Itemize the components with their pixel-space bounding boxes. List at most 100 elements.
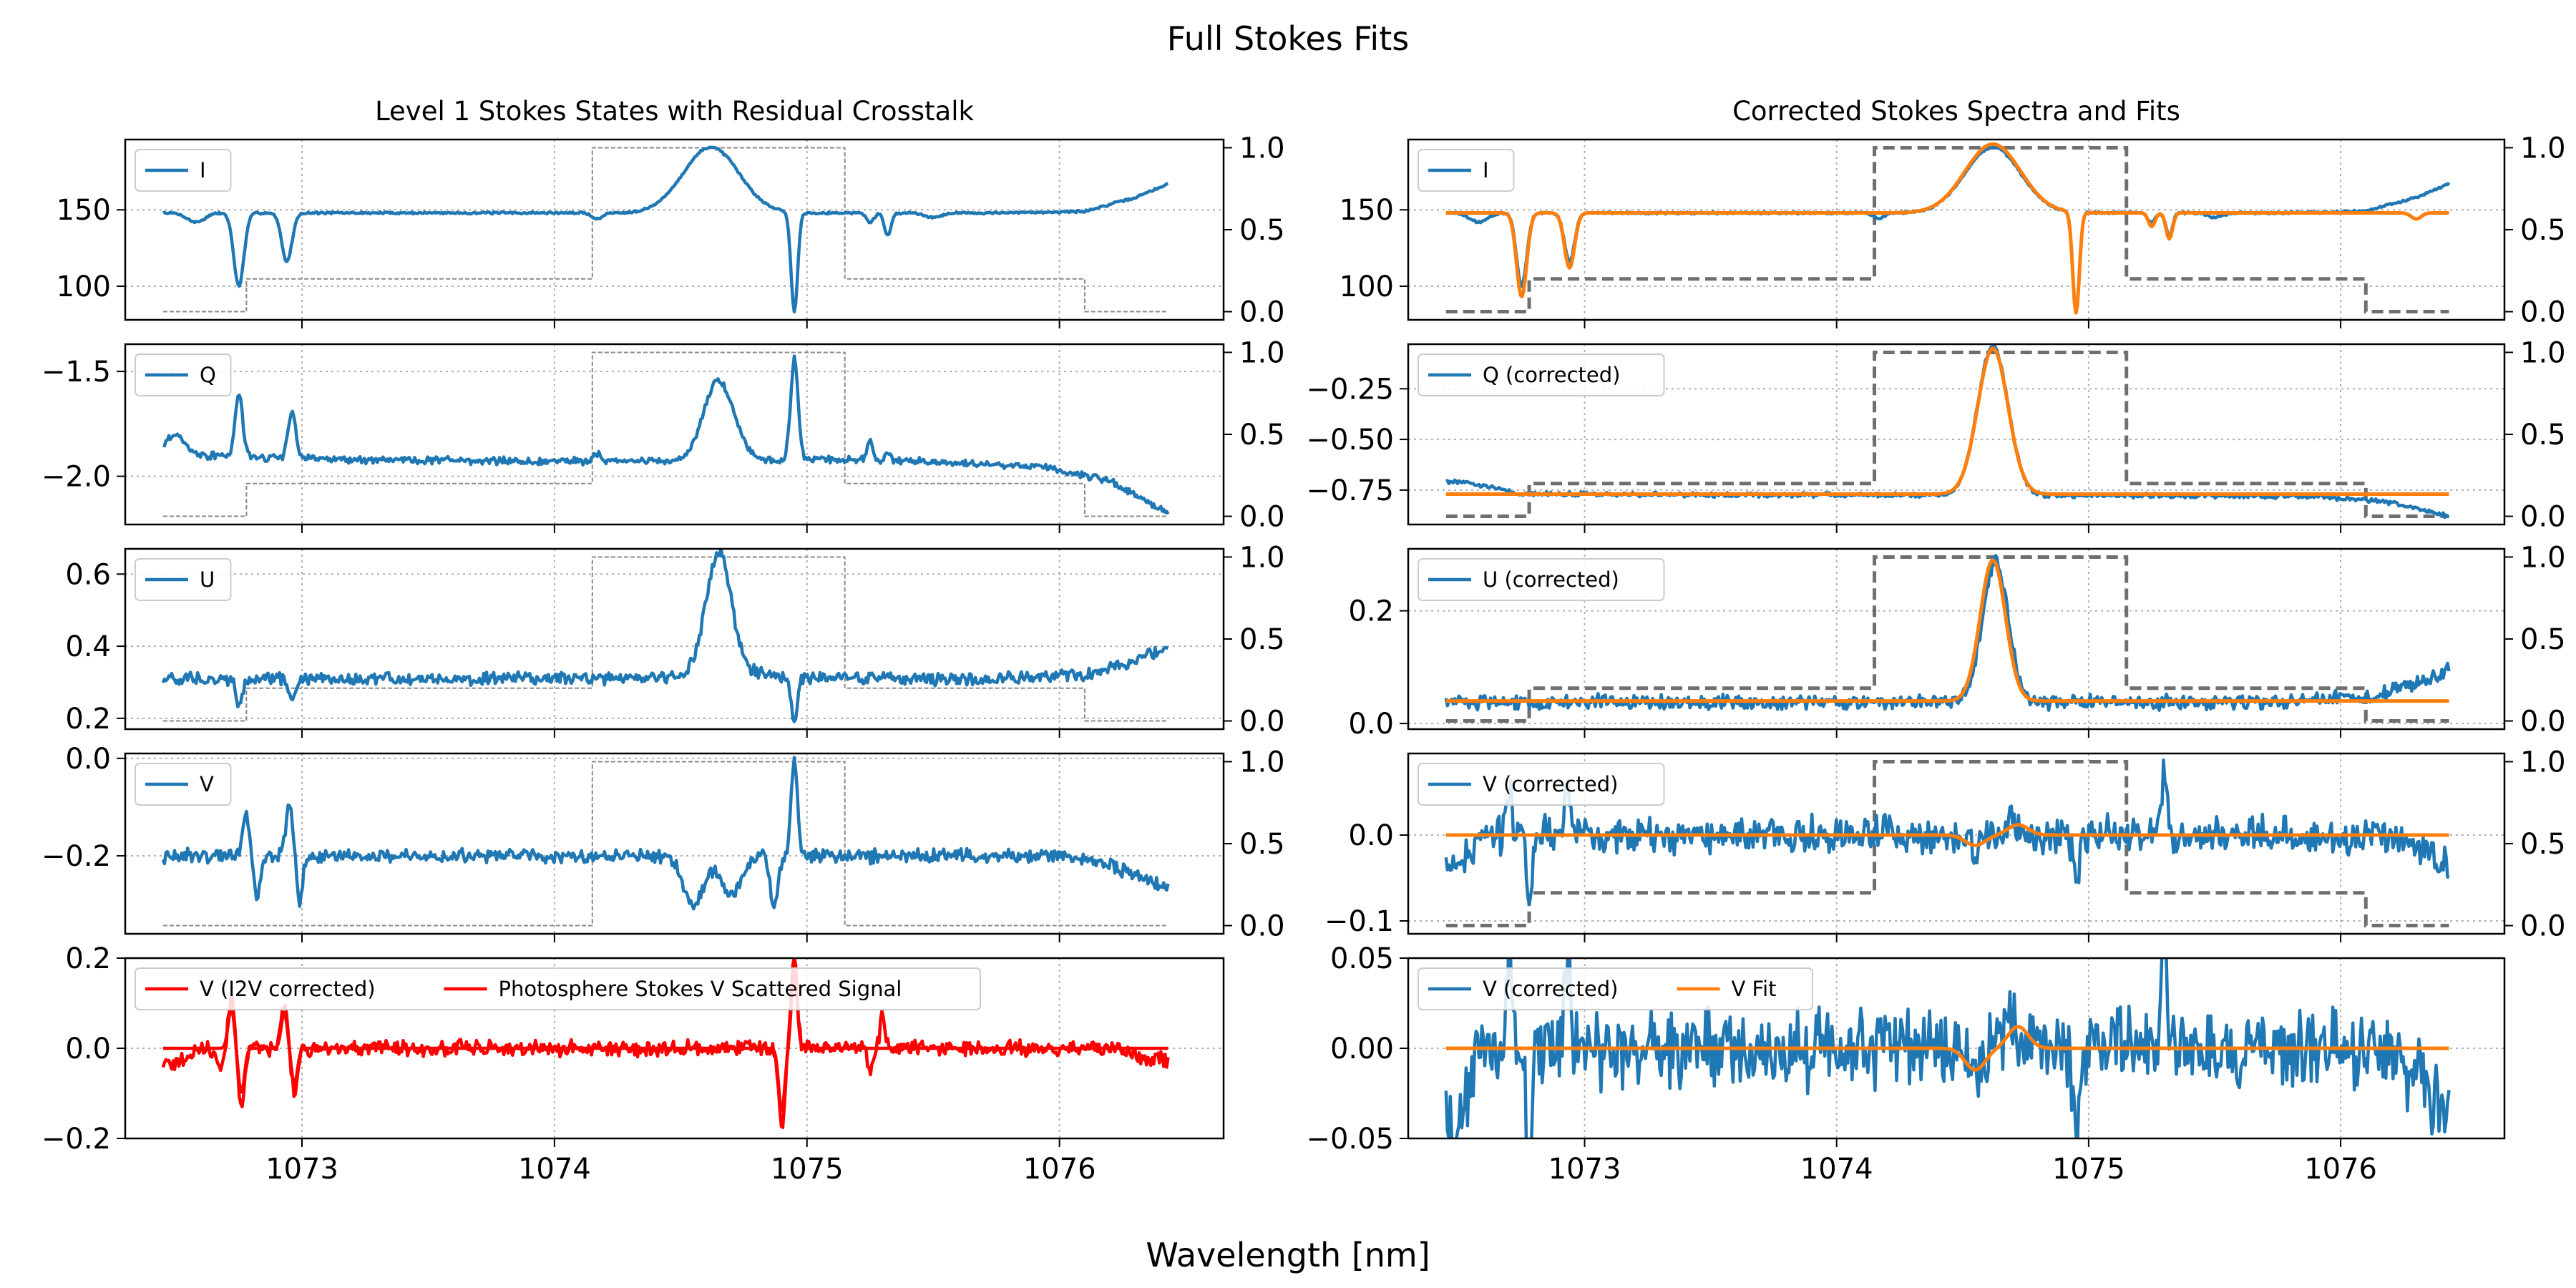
legend: Q bbox=[135, 353, 232, 396]
legend: U bbox=[135, 558, 232, 601]
panel-frame bbox=[124, 138, 1225, 321]
legend-box bbox=[135, 967, 981, 1010]
y-tick-label: 100 bbox=[1340, 270, 1394, 303]
sampling-step-line bbox=[162, 147, 1169, 313]
x-tick-label: 1074 bbox=[1800, 1153, 1873, 1186]
legend: V (corrected) V Fit bbox=[1418, 967, 1813, 1010]
right-y-tick-label: 0.0 bbox=[2520, 501, 2566, 534]
legend-label: Q (corrected) bbox=[1483, 363, 1620, 387]
series-line bbox=[1445, 142, 2449, 315]
panel-plot bbox=[1445, 142, 2451, 315]
y-tick-label: −0.2 bbox=[42, 840, 111, 873]
series-line bbox=[161, 756, 1170, 911]
legend: V (corrected) bbox=[1418, 763, 1665, 806]
y-tick-label: 0.0 bbox=[65, 743, 111, 776]
y-tick-label: 0.00 bbox=[1330, 1033, 1394, 1065]
y-tick-label: 0.2 bbox=[65, 942, 111, 975]
series-line bbox=[1445, 346, 2449, 496]
panel-2-1: 100 150 0.0 0.5 1.0 I bbox=[1340, 132, 2566, 328]
legend-label: V (I2V corrected) bbox=[200, 977, 376, 1001]
right-y-tick-label: 0.5 bbox=[2520, 828, 2566, 861]
right-y-tick-label: 0.5 bbox=[1239, 623, 1285, 656]
series-line bbox=[1445, 558, 2449, 703]
plot-area: Level 1 Stokes States with Residual Cros… bbox=[42, 96, 2566, 1186]
legend-label: V (corrected) bbox=[1483, 772, 1618, 796]
legend-label: V Fit bbox=[1732, 977, 1777, 1001]
y-tick-label: −0.05 bbox=[1306, 1123, 1394, 1156]
right-y-tick-label: 0.5 bbox=[1239, 419, 1285, 452]
panel-1-3: 0.2 0.4 0.6 0.0 0.5 1.0 U bbox=[65, 541, 1284, 738]
panel-frame bbox=[1407, 138, 2506, 321]
x-tick-label: 1076 bbox=[1023, 1153, 1096, 1186]
column-title: Level 1 Stokes States with Residual Cros… bbox=[375, 96, 974, 127]
y-tick-label: −0.25 bbox=[1306, 373, 1394, 406]
panel-2-2: −0.75 −0.50 −0.25 0.0 0.5 1.0 Q (corrected) bbox=[1306, 336, 2565, 533]
right-y-tick-label: 1.0 bbox=[1239, 336, 1285, 369]
y-tick-label: 0.0 bbox=[1348, 708, 1394, 741]
right-y-tick-label: 0.0 bbox=[1239, 706, 1285, 738]
right-y-tick-label: 1.0 bbox=[2520, 746, 2566, 779]
right-y-tick-label: 1.0 bbox=[2520, 541, 2566, 574]
legend: U (corrected) bbox=[1418, 558, 1665, 601]
chart-column-1: Level 1 Stokes States with Residual Cros… bbox=[42, 96, 1285, 1186]
panel-frame bbox=[1407, 957, 2506, 1140]
panel-plot bbox=[161, 549, 1169, 723]
panel-plot bbox=[1445, 344, 2450, 519]
legend-label: V bbox=[200, 772, 214, 796]
right-y-tick-label: 0.0 bbox=[2520, 706, 2566, 738]
series-line bbox=[162, 354, 1170, 515]
series-line bbox=[162, 145, 1169, 313]
right-y-tick-label: 0.5 bbox=[1239, 828, 1285, 861]
series-line bbox=[162, 965, 1169, 1113]
sampling-step-line bbox=[1445, 145, 2449, 314]
panel-frame bbox=[124, 752, 1225, 935]
panel-frame bbox=[124, 547, 1225, 731]
right-y-tick-label: 0.0 bbox=[1239, 296, 1285, 329]
x-tick-label: 1073 bbox=[1548, 1153, 1621, 1186]
x-tick-label: 1075 bbox=[771, 1153, 844, 1186]
right-y-tick-label: 0.5 bbox=[1239, 214, 1285, 247]
figure-title: Full Stokes Fits bbox=[1167, 19, 1409, 58]
y-tick-label: 0.2 bbox=[1348, 595, 1394, 628]
figure-xlabel: Wavelength [nm] bbox=[1146, 1236, 1430, 1274]
sampling-step-line bbox=[162, 556, 1169, 722]
panel-plot bbox=[1444, 958, 2451, 1138]
legend-label: Photosphere Stokes V Scattered Signal bbox=[499, 977, 902, 1001]
legend: I bbox=[135, 149, 232, 192]
legend-label: Q bbox=[200, 363, 216, 387]
panel-frame bbox=[124, 957, 1225, 1140]
legend-label: U (corrected) bbox=[1483, 567, 1619, 592]
y-tick-label: −1.5 bbox=[42, 356, 111, 389]
right-y-tick-label: 1.0 bbox=[2520, 132, 2566, 165]
right-y-tick-label: 0.5 bbox=[2520, 214, 2566, 247]
y-tick-label: 0.0 bbox=[1348, 819, 1394, 852]
right-y-tick-label: 0.5 bbox=[2520, 419, 2566, 452]
legend-label: I bbox=[200, 158, 206, 182]
y-tick-label: 150 bbox=[1340, 194, 1394, 227]
y-tick-label: −0.1 bbox=[1324, 905, 1394, 938]
legend: V (I2V corrected) Photosphere Stokes V Sc… bbox=[135, 967, 981, 1010]
sampling-step-line bbox=[162, 351, 1169, 517]
right-y-tick-label: 1.0 bbox=[1239, 541, 1285, 574]
legend-box bbox=[1418, 763, 1665, 806]
right-y-tick-label: 1.0 bbox=[1239, 132, 1285, 165]
y-tick-label: −0.2 bbox=[42, 1123, 111, 1156]
x-tick-label: 1074 bbox=[518, 1153, 591, 1186]
y-tick-label: 0.05 bbox=[1330, 942, 1394, 975]
y-tick-label: −2.0 bbox=[42, 461, 111, 494]
series-line bbox=[1444, 958, 2451, 1138]
y-tick-label: 0.0 bbox=[65, 1033, 111, 1065]
legend-label: U bbox=[200, 567, 215, 592]
y-tick-label: 150 bbox=[57, 194, 111, 227]
panel-1-2: −2.0 −1.5 0.0 0.5 1.0 Q bbox=[42, 336, 1285, 533]
panel-plot bbox=[1444, 758, 2450, 928]
panel-1-4: −0.2 0.0 0.0 0.5 1.0 V bbox=[42, 743, 1285, 943]
right-y-tick-label: 1.0 bbox=[1239, 746, 1285, 779]
right-y-tick-label: 0.0 bbox=[2520, 910, 2566, 943]
legend-box bbox=[1418, 967, 1813, 1010]
right-y-tick-label: 0.0 bbox=[1239, 501, 1285, 534]
panel-2-3: 0.0 0.2 0.0 0.5 1.0 U (corrected) bbox=[1348, 541, 2565, 741]
panel-plot bbox=[161, 958, 1170, 1129]
legend: I bbox=[1418, 149, 1515, 192]
